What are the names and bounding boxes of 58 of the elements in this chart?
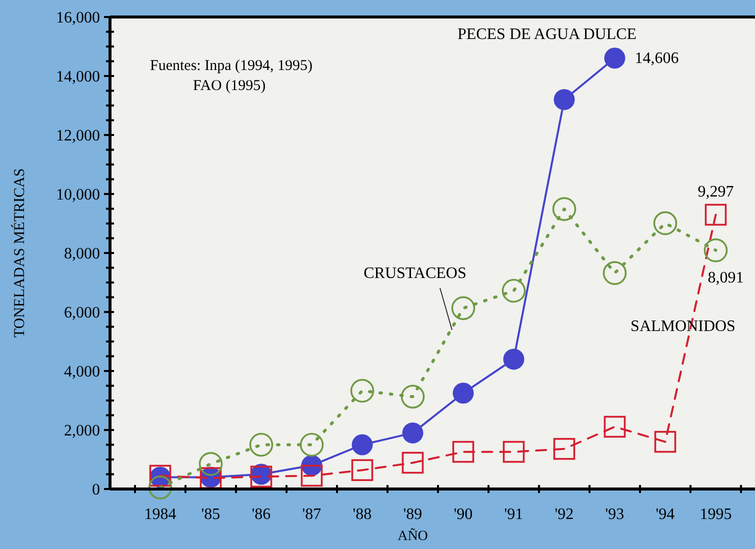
point bbox=[503, 348, 524, 370]
point bbox=[653, 211, 678, 236]
point bbox=[351, 459, 374, 482]
data-label: 14,606 bbox=[634, 50, 679, 68]
point bbox=[502, 278, 526, 303]
series-label: PECES DE AGUA DULCE bbox=[457, 26, 637, 43]
point bbox=[402, 452, 424, 474]
y-tick-label: 8,000 bbox=[64, 246, 100, 263]
y-tick-label: 16,000 bbox=[56, 10, 100, 27]
point bbox=[451, 296, 476, 320]
y-tick-label: 10,000 bbox=[56, 186, 100, 204]
y-tick-label: 12,000 bbox=[56, 128, 100, 145]
y-tick-label: 14,000 bbox=[56, 68, 100, 86]
y-tick-label: 6,000 bbox=[64, 304, 100, 322]
x-axis-title: AÑO bbox=[398, 528, 428, 544]
point bbox=[350, 378, 374, 403]
x-tick-label: '85 bbox=[201, 506, 220, 523]
series-label: CRUSTACEOS bbox=[364, 265, 466, 282]
point bbox=[602, 261, 627, 285]
x-tick-label: '90 bbox=[454, 506, 473, 523]
annotation: Fuentes: Inpa (1994, 1995) bbox=[150, 58, 312, 74]
point bbox=[502, 440, 525, 463]
point bbox=[300, 432, 324, 457]
y-axis-title: TONELADAS MÉTRICAS bbox=[11, 168, 28, 338]
x-tick-label: '87 bbox=[302, 506, 322, 523]
data-label: 8,091 bbox=[708, 269, 744, 286]
x-tick-label: '88 bbox=[352, 506, 372, 523]
x-tick-label: '93 bbox=[605, 506, 624, 523]
x-tick-label: 1984 bbox=[144, 506, 176, 523]
annotation: FAO (1995) bbox=[193, 78, 266, 94]
point bbox=[402, 422, 424, 444]
point bbox=[604, 48, 626, 69]
y-tick-label: 0 bbox=[92, 482, 100, 499]
point bbox=[452, 382, 474, 404]
x-tick-label: '92 bbox=[554, 506, 574, 523]
point bbox=[148, 476, 172, 500]
x-tick-label: '94 bbox=[656, 506, 675, 523]
point bbox=[400, 384, 425, 409]
point bbox=[604, 416, 626, 438]
point bbox=[452, 440, 474, 463]
point bbox=[352, 434, 373, 456]
x-tick-label: 1995 bbox=[700, 506, 732, 523]
point bbox=[249, 432, 274, 457]
series-label: SALMONIDOS bbox=[630, 318, 736, 335]
point bbox=[704, 204, 727, 226]
x-tick-label: '89 bbox=[403, 506, 422, 523]
point bbox=[300, 464, 323, 487]
point bbox=[654, 430, 676, 453]
y-tick-label: 2,000 bbox=[64, 422, 100, 440]
point bbox=[198, 452, 223, 476]
y-tick-label: 4,000 bbox=[64, 364, 100, 381]
data-label: 9,297 bbox=[698, 184, 734, 201]
point bbox=[553, 438, 576, 460]
x-tick-label: '91 bbox=[504, 506, 524, 523]
point bbox=[554, 89, 575, 110]
point bbox=[552, 197, 576, 221]
x-tick-label: '86 bbox=[252, 506, 271, 523]
point bbox=[704, 238, 728, 262]
